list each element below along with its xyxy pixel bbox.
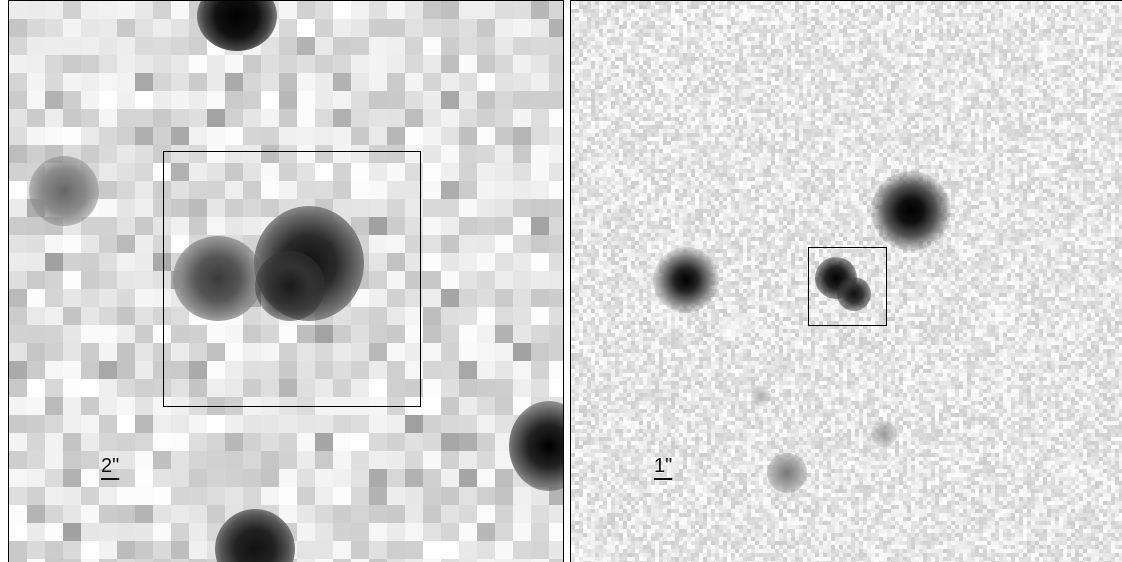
right-faint-source-2 <box>871 421 897 447</box>
right-scale-bar-label: 1" <box>654 456 672 476</box>
right-zoom-box <box>808 247 887 326</box>
left-scale-bar-label: 2" <box>101 456 119 476</box>
left-target-source-c <box>255 251 325 321</box>
right-image-panel: 1" <box>570 0 1122 562</box>
right-upper-star <box>871 171 951 251</box>
right-target-source-b <box>837 277 871 311</box>
left-zoom-box <box>163 151 421 407</box>
left-target-source-a <box>173 236 263 321</box>
left-west-source <box>29 156 99 226</box>
right-left-star <box>653 247 719 313</box>
right-faint-source-3 <box>751 386 771 406</box>
right-faint-source-1 <box>767 453 807 493</box>
left-pixelated-field <box>9 1 563 562</box>
left-image-panel: 2" <box>8 0 564 562</box>
